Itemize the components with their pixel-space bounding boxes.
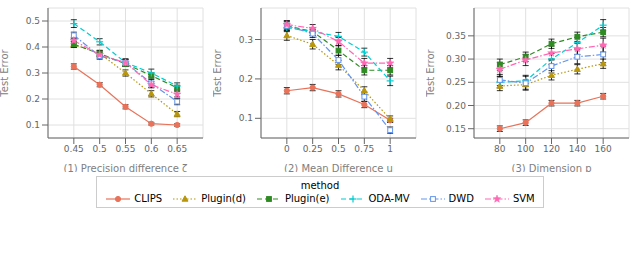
html-text:DWD: DWD — [448, 193, 474, 204]
svg-text:0.5: 0.5 — [93, 144, 107, 154]
svg-text:0.3: 0.3 — [26, 68, 40, 78]
svg-text:120: 120 — [543, 144, 560, 154]
svg-text:0.55: 0.55 — [115, 144, 135, 154]
svg-text:Test Error: Test Error — [426, 48, 436, 97]
svg-text:0.4: 0.4 — [26, 42, 41, 52]
svg-text:Test Error: Test Error — [213, 48, 223, 97]
svg-text:Test Error: Test Error — [8, 48, 10, 97]
svg-text:0.15: 0.15 — [446, 124, 466, 134]
svg-text:0.6: 0.6 — [144, 144, 159, 154]
svg-text:100: 100 — [517, 144, 534, 154]
svg-text:0.65: 0.65 — [167, 144, 187, 154]
svg-text:0.25: 0.25 — [303, 144, 323, 154]
svg-text:80: 80 — [494, 144, 506, 154]
html-text:Plugin(e): Plugin(e) — [284, 193, 330, 204]
svg-text:0.25: 0.25 — [446, 77, 466, 87]
svg-text:0.2: 0.2 — [26, 94, 40, 104]
svg-text:0.75: 0.75 — [354, 144, 374, 154]
svg-text:0.1: 0.1 — [26, 120, 40, 130]
svg-text:0.5: 0.5 — [331, 144, 345, 154]
svg-text:(1) Precision difference ζ: (1) Precision difference ζ — [64, 163, 188, 172]
html-text:Plugin(d): Plugin(d) — [201, 193, 246, 204]
html-text:ODA-MV: ODA-MV — [368, 193, 410, 204]
svg-text:160: 160 — [595, 144, 612, 154]
svg-text:0.2: 0.2 — [239, 74, 253, 84]
svg-text:0.30: 0.30 — [446, 54, 466, 64]
svg-text:0: 0 — [284, 144, 290, 154]
svg-text:0.35: 0.35 — [446, 31, 466, 41]
svg-text:140: 140 — [569, 144, 586, 154]
html-text:CLIPS: CLIPS — [134, 193, 163, 204]
svg-text:0.45: 0.45 — [64, 144, 84, 154]
svg-text:1: 1 — [387, 144, 393, 154]
svg-text:(2) Mean Difference u: (2) Mean Difference u — [284, 163, 393, 172]
svg-text:0.1: 0.1 — [239, 113, 253, 123]
html-text:SVM: SVM — [512, 193, 535, 204]
svg-text:0.5: 0.5 — [26, 16, 40, 26]
svg-text:0.20: 0.20 — [446, 101, 466, 111]
svg-text:(3) Dimension p: (3) Dimension p — [511, 163, 591, 172]
svg-text:0.3: 0.3 — [239, 35, 253, 45]
html-text:method: method — [300, 180, 340, 191]
